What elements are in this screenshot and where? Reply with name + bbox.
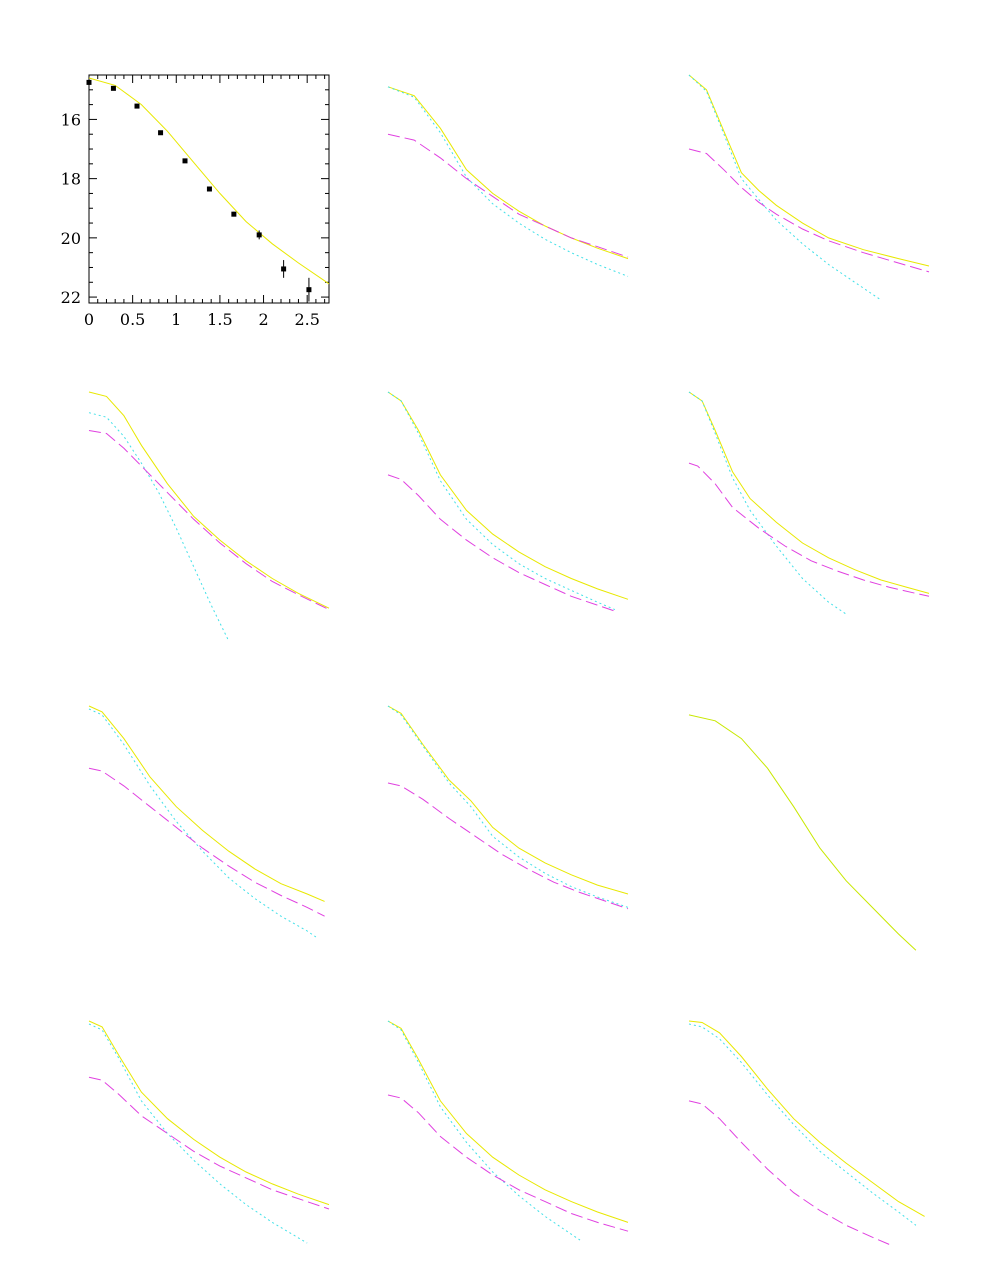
series-dashed-line: [688, 148, 930, 273]
series-solid-line: [387, 391, 629, 600]
panel-10: [88, 1020, 330, 1244]
y-tick-label: 22: [61, 288, 81, 307]
series-dashed-line: [688, 1100, 890, 1246]
series-dotted-line: [88, 412, 230, 641]
panel-6: [688, 391, 930, 615]
series-dotted-line: [387, 391, 616, 611]
series-dashed-line: [88, 767, 325, 917]
panel-9: [688, 714, 917, 951]
y-tick-label: 16: [61, 110, 81, 129]
series-solid-line: [688, 714, 917, 951]
series-dotted-line: [688, 1023, 917, 1226]
series-dashed-line: [88, 1076, 330, 1210]
x-tick-label: 1: [171, 310, 181, 329]
data-point: [110, 85, 116, 91]
panel-5: [387, 391, 629, 612]
data-point: [306, 287, 312, 293]
panel-11: [387, 1020, 629, 1241]
x-tick-label: 0: [84, 310, 94, 329]
y-tick-label: 20: [61, 229, 81, 248]
series-solid-line: [387, 86, 629, 260]
series-dashed-line: [387, 474, 616, 612]
x-tick-label: 1.5: [207, 310, 232, 329]
series-solid-line: [688, 1020, 925, 1217]
series-dotted-line: [88, 708, 317, 938]
data-point: [231, 211, 237, 217]
panel-3: [688, 74, 930, 301]
series-dashed-line: [688, 462, 930, 597]
panel-1: 0 0.5 1 1.5 2 2.5 16 18 20 22: [61, 74, 330, 329]
series-dotted-line: [387, 1020, 581, 1241]
series-dashed-line: [387, 782, 629, 910]
series-solid-line: [88, 391, 330, 609]
panel-8: [387, 705, 629, 910]
series-dashed-line: [387, 1094, 629, 1232]
x-tick-label: 2.5: [294, 310, 319, 329]
series-solid-line: [387, 705, 629, 895]
plot-frame: [88, 74, 330, 304]
x-tick-label: 2: [258, 310, 268, 329]
y-tick-label: 18: [61, 170, 81, 189]
series-dashed-line: [387, 133, 629, 258]
series-dotted-line: [88, 1023, 308, 1244]
series-dotted-line: [387, 86, 629, 277]
data-point: [281, 266, 287, 272]
panel-4: [88, 391, 330, 641]
series-solid-line: [88, 1020, 330, 1206]
data-point: [256, 232, 262, 238]
data-point: [86, 79, 92, 85]
series-dashed-line: [88, 430, 330, 611]
series-solid-line: [387, 1020, 629, 1223]
series-dotted-line: [688, 74, 882, 301]
series-solid-line: [688, 74, 930, 267]
panel-7: [88, 705, 325, 938]
data-point: [182, 158, 188, 164]
panel-2: [387, 86, 629, 277]
panel-12: [688, 1020, 925, 1246]
series-solid-line: [88, 77, 330, 285]
series-dotted-line: [387, 705, 629, 908]
x-tick-label: 0.5: [120, 310, 145, 329]
series-solid-line: [88, 705, 325, 902]
data-point: [134, 103, 140, 109]
series-dotted-line: [688, 391, 847, 615]
series-solid-line: [688, 391, 930, 594]
data-point: [206, 186, 212, 192]
data-point: [158, 130, 164, 136]
